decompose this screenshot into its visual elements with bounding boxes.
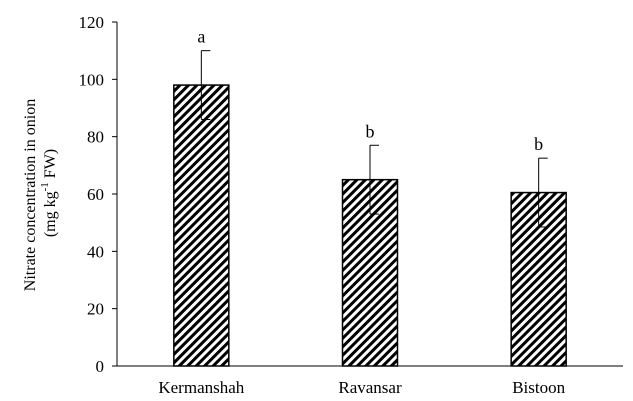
x-category-label: Ravansar [338,378,402,397]
y-tick-label: 100 [79,70,105,89]
y-axis-label-unit-suffix: FW) [42,149,59,182]
y-tick-label: 40 [87,242,104,261]
significance-letter: b [366,121,375,141]
significance-letter: a [197,27,205,47]
x-category-label: Kermanshah [158,378,244,397]
y-axis-label-unit-prefix: (mg kg [42,191,59,237]
significance-letters: a b b [197,27,543,155]
y-axis-ticks: 0 20 40 60 80 100 120 [79,13,117,376]
y-tick-label: 20 [87,300,104,319]
y-tick-label: 120 [79,13,105,32]
y-axis-label-line1: Nitrate concentration in onion [22,99,39,291]
y-axis-label-line2: (mg kg-1 FW) [39,149,59,237]
error-bars [200,50,548,228]
y-tick-label: 80 [87,128,104,147]
x-axis-category-labels: Kermanshah Ravansar Bistoon [158,378,565,397]
significance-letter: b [534,134,543,154]
y-axis-label-unit-superscript: -1 [39,182,51,191]
x-category-label: Bistoon [512,378,565,397]
y-tick-label: 0 [96,357,105,376]
y-axis-label: Nitrate concentration in onion (mg kg-1 … [22,95,59,291]
y-tick-label: 60 [87,185,104,204]
bar-kermanshah [173,84,230,367]
